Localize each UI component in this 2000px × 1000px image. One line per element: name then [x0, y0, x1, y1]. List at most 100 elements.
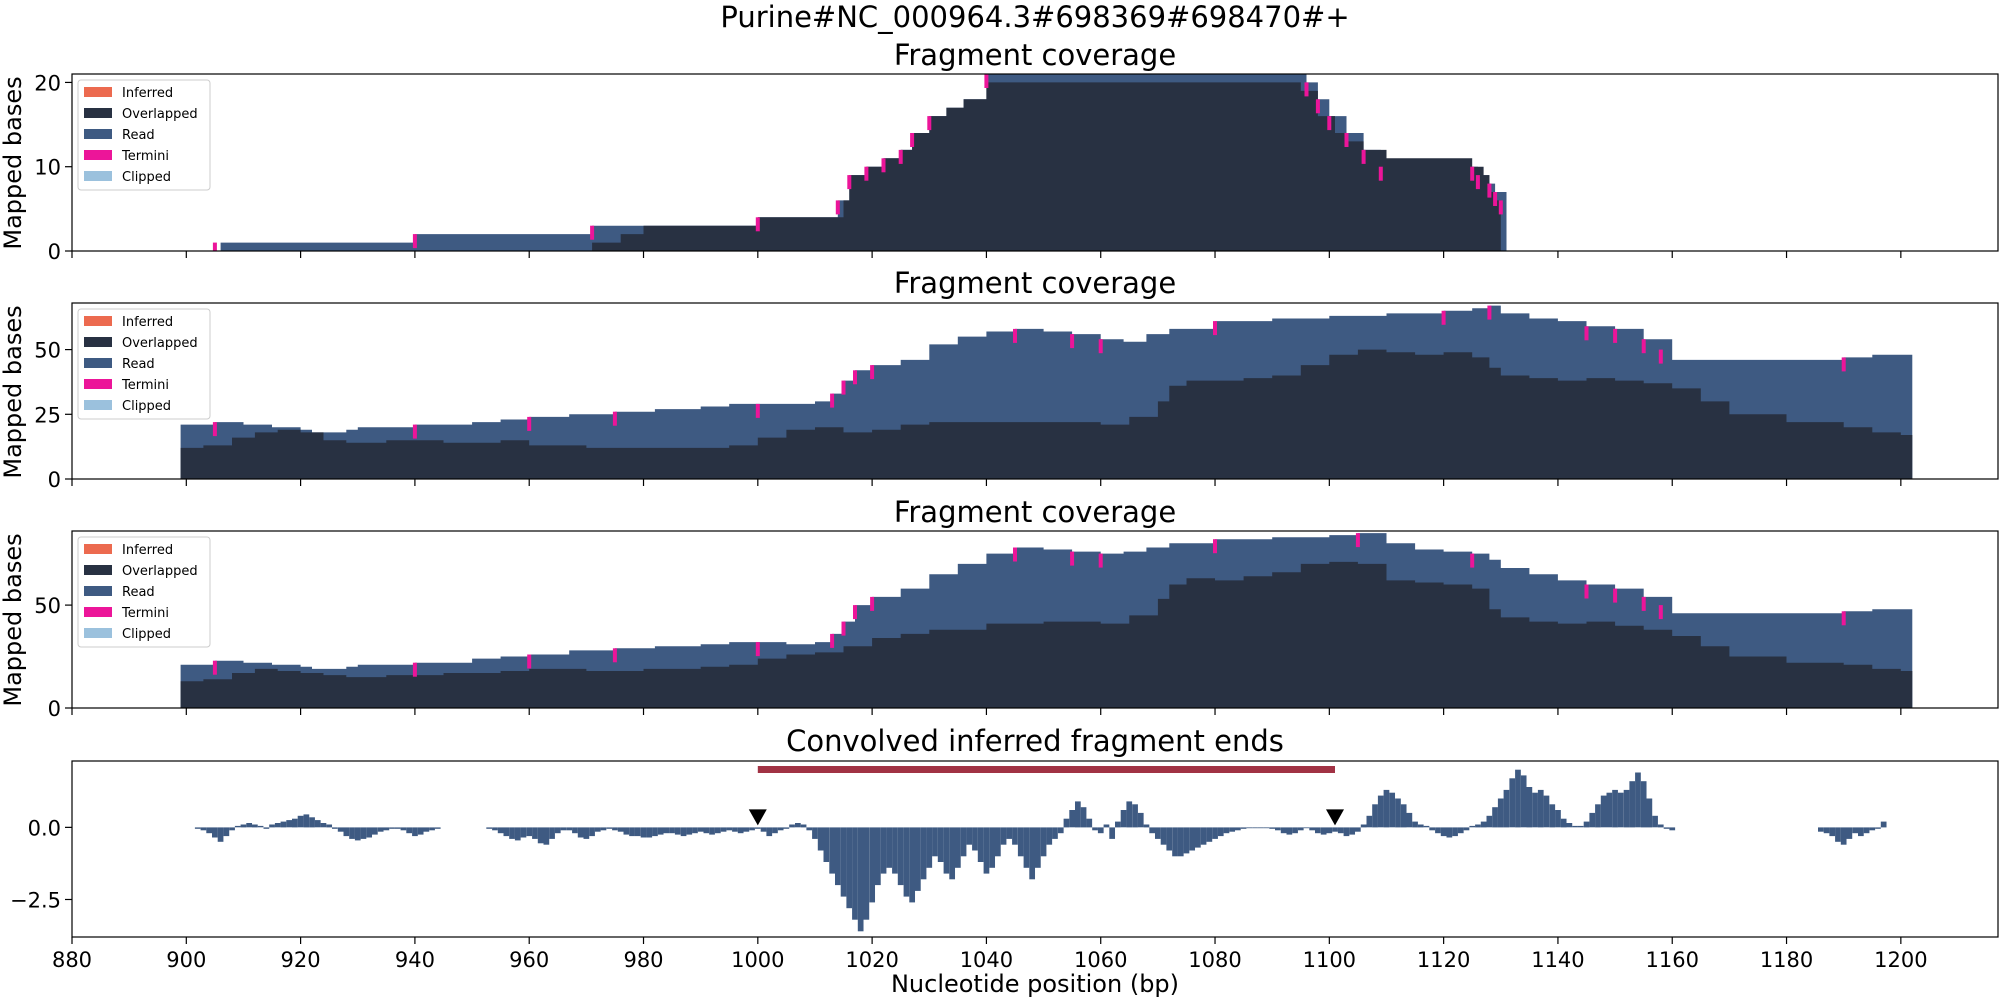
x-tick-label: 1060: [1074, 948, 1127, 972]
legend-swatch: [84, 379, 112, 389]
x-tick-label: 880: [52, 948, 92, 972]
x-tick-label: 1120: [1417, 948, 1470, 972]
ends-bar: [1858, 827, 1864, 837]
ends-bar: [863, 827, 870, 920]
termini-mark: [927, 116, 932, 131]
legend-frame: [77, 536, 211, 648]
x-axis-label: Nucleotide position (bp): [891, 970, 1179, 998]
termini-mark: [1098, 339, 1103, 354]
ends-bar: [852, 827, 858, 920]
legend-frame: [77, 79, 211, 191]
ends-bar: [377, 827, 384, 832]
ends-bar: [309, 817, 315, 828]
legend-label: Clipped: [122, 170, 171, 185]
x-tick-label: 1140: [1531, 948, 1584, 972]
ends-bar: [1515, 769, 1521, 828]
ends-bar: [1103, 824, 1110, 828]
ends-bar: [1200, 827, 1207, 845]
legend-swatch: [84, 544, 112, 554]
ends-bar: [1035, 827, 1041, 868]
ends-bar: [634, 827, 641, 837]
termini-mark: [1344, 133, 1349, 147]
y-tick-label: 0: [48, 468, 61, 492]
ends-bar: [1332, 827, 1338, 832]
ends-bar: [989, 827, 996, 868]
ends-bar: [886, 827, 893, 868]
termini-mark: [527, 416, 532, 431]
ends-bar: [223, 827, 230, 837]
ends-bar: [1006, 827, 1013, 839]
ends-bar: [400, 827, 407, 831]
ends-bar: [686, 827, 693, 835]
termini-mark: [1378, 166, 1383, 181]
ends-bar: [1475, 824, 1481, 828]
ends-bar: [800, 824, 807, 828]
panel-3: Fragment coverage Mapped bases Inferred O…: [0, 495, 1999, 721]
ends-bar: [732, 827, 738, 832]
x-tick-label: 1200: [1874, 948, 1927, 972]
legend-swatch: [84, 150, 112, 160]
ends-bar: [1063, 818, 1070, 828]
ends-bar: [394, 827, 401, 829]
x-tick-label: 1160: [1646, 948, 1699, 972]
axes-frame: [71, 73, 1999, 252]
ends-bar: [554, 827, 561, 834]
ends-bar: [1463, 827, 1470, 831]
ends-bar: [617, 827, 624, 832]
ends-bar: [783, 827, 790, 829]
termini-mark: [841, 621, 846, 636]
ends-bar: [726, 827, 733, 831]
panel-4: Convolved inferred fragment ends 0.0 −2.5…: [10, 724, 1999, 972]
ends-bar: [1183, 827, 1190, 854]
termini-mark: [412, 424, 417, 439]
ends-bar: [772, 827, 778, 834]
ends-bar: [1360, 824, 1367, 828]
termini-mark: [1213, 539, 1217, 554]
panel-3-plot: Inferred Overlapped Read Termini Clipped 0 50: [34, 530, 1999, 721]
ends-bar: [955, 827, 961, 868]
ends-bar: [640, 827, 647, 838]
ends-bar: [806, 827, 813, 831]
ends-bar: [1869, 827, 1876, 831]
ends-bar: [869, 827, 876, 903]
legend-swatch: [84, 586, 112, 596]
legend-label: Clipped: [122, 627, 171, 642]
termini-mark: [412, 662, 417, 677]
ends-bar: [629, 827, 635, 837]
y-tick-label: −2.5: [10, 888, 61, 912]
ends-bar: [1320, 827, 1327, 835]
legend-swatch: [84, 400, 112, 410]
ends-bar: [1846, 827, 1853, 839]
ends-bar: [749, 827, 755, 831]
ends-bar: [1389, 792, 1396, 828]
ends-bar: [823, 827, 830, 862]
ends-bar: [514, 827, 521, 841]
legend-label: Overlapped: [122, 564, 198, 579]
ends-bar: [1395, 798, 1401, 828]
ends-bar: [646, 827, 653, 838]
termini-mark: [1304, 82, 1309, 97]
ends-bar: [1875, 827, 1881, 829]
ends-bar: [1572, 825, 1578, 828]
ends-bar: [972, 827, 978, 851]
panel-2-plot: Inferred Overlapped Read Termini Clipped 0 25 5…: [34, 302, 1999, 492]
ends-bar: [1377, 795, 1384, 828]
ends-bar: [360, 827, 367, 839]
termini-mark: [830, 633, 835, 648]
ends-bar: [434, 827, 441, 829]
termini-mark: [881, 158, 886, 173]
ends-bar: [1012, 827, 1018, 845]
ends-bar: [1446, 827, 1453, 838]
overlapped-area: [180, 561, 1913, 708]
ends-bar: [1863, 827, 1870, 834]
panel-4-plot: 0.0 −2.5 880 900 920 940 960 980 1000 1020 1040 106…: [10, 760, 1999, 972]
x-tick-label: 1020: [845, 948, 898, 972]
ends-bar: [652, 827, 658, 837]
ends-bar: [943, 827, 950, 874]
ends-bar: [909, 827, 916, 903]
ends-bar: [1589, 812, 1596, 828]
ends-bar: [1840, 827, 1847, 845]
panel-2-ylabel: Mapped bases: [0, 305, 27, 478]
ends-bar: [1440, 827, 1447, 837]
termini-mark: [1641, 596, 1646, 611]
